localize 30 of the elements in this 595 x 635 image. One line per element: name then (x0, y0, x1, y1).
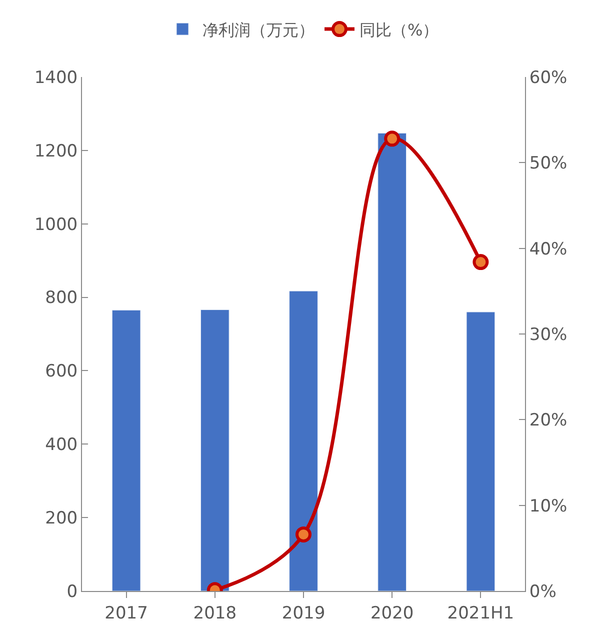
x-tick-label: 2021H1 (447, 603, 514, 624)
bar (200, 310, 230, 591)
legend-label: 净利润（万元） (202, 20, 314, 40)
point (296, 526, 312, 542)
y2-tick-label: 20% (529, 410, 568, 431)
y-tick-label: 800 (45, 288, 78, 308)
bar (466, 312, 496, 591)
y-tick-label: 0 (66, 582, 78, 602)
y-tick-label: 400 (45, 435, 78, 456)
y-tick-label: 200 (45, 508, 78, 529)
bar (289, 290, 318, 591)
point (384, 130, 400, 147)
y2-tick-label: 60% (529, 68, 568, 88)
y-tick-label: 1000 (34, 214, 78, 235)
y2-tick-label: 50% (529, 154, 568, 174)
y2-tick-label: 0% (529, 582, 556, 602)
x-tick-label: 2017 (104, 603, 148, 624)
y2-tick-label: 40% (529, 239, 568, 260)
point (472, 254, 489, 270)
y-tick-label: 600 (45, 362, 78, 382)
y-tick-label: 1200 (34, 141, 78, 162)
bar (112, 310, 141, 591)
y2-tick-label: 10% (529, 496, 568, 516)
bar (378, 132, 407, 591)
y2-tick-label: 30% (529, 324, 568, 345)
legend-label: 同比（%） (360, 20, 439, 40)
x-tick-label: 2018 (193, 603, 237, 624)
x-tick-label: 2019 (282, 603, 326, 624)
x-tick-label: 2020 (370, 603, 414, 624)
y-tick-label: 1400 (34, 68, 78, 88)
